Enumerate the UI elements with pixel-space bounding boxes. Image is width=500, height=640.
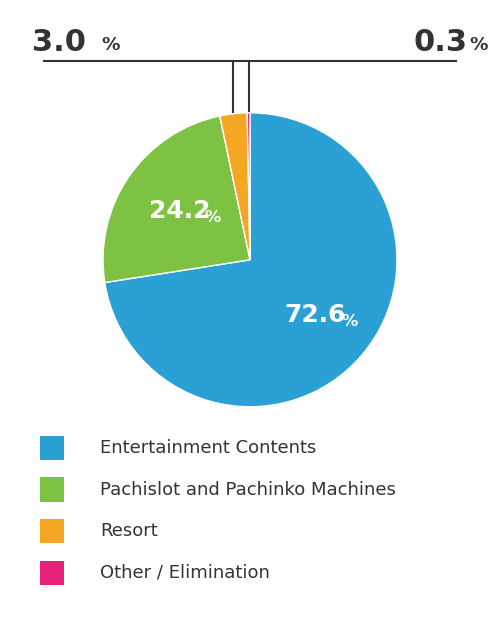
Text: 24.2: 24.2 (149, 200, 210, 223)
Text: %: % (341, 314, 357, 328)
Text: %: % (469, 36, 488, 54)
Text: %: % (102, 36, 120, 54)
Text: Pachislot and Pachinko Machines: Pachislot and Pachinko Machines (100, 481, 396, 499)
Wedge shape (247, 113, 250, 260)
Wedge shape (105, 113, 397, 407)
Text: 3.0: 3.0 (32, 28, 86, 57)
Text: Entertainment Contents: Entertainment Contents (100, 439, 316, 457)
Wedge shape (103, 116, 250, 282)
Text: Resort: Resort (100, 522, 158, 540)
Text: %: % (205, 210, 221, 225)
Text: 72.6: 72.6 (284, 303, 346, 327)
Text: 0.3: 0.3 (414, 28, 468, 57)
Text: Other / Elimination: Other / Elimination (100, 564, 270, 582)
Wedge shape (220, 113, 250, 260)
